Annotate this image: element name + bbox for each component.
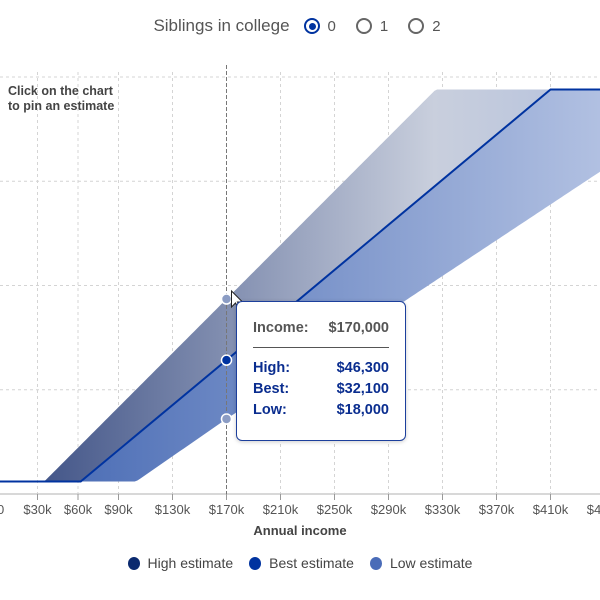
pin-hint: Click on the chart to pin an estimate: [8, 84, 114, 114]
radio-circle[interactable]: [408, 18, 425, 34]
best-point: [220, 354, 233, 366]
radio-circle[interactable]: [355, 18, 372, 34]
hint-line2: to pin an estimate: [8, 99, 115, 113]
siblings-control: Siblings in college 0 1 2: [0, 16, 600, 36]
best-low-band: [0, 89, 600, 482]
radio-circle[interactable]: [303, 18, 320, 34]
legend-high[interactable]: High estimate: [127, 555, 234, 571]
x-tick-label: $450k: [587, 502, 600, 517]
chart-plot-area[interactable]: $0 $30k $60k $90k $130k $170k $210k $250k $290k $…: [0, 0, 600, 520]
x-tick-label: $90k: [104, 502, 133, 517]
x-tick-label: $290k: [371, 502, 407, 517]
high-label: High:: [253, 360, 291, 376]
x-tick-label: $410k: [533, 502, 569, 517]
income-value: $170,000: [328, 320, 389, 336]
legend-label: Low estimate: [389, 555, 473, 571]
low-label: Low:: [253, 402, 287, 418]
legend-dot: [127, 556, 140, 570]
legend-label: High estimate: [147, 555, 234, 571]
legend-best[interactable]: Best estimate: [249, 555, 354, 571]
high-point: [220, 293, 233, 305]
x-tick-label: $330k: [425, 502, 461, 517]
legend-dot: [249, 556, 262, 570]
low-point: [220, 413, 233, 425]
legend: High estimate Best estimate Low estimate: [0, 555, 600, 571]
hint-line1: Click on the chart: [8, 84, 113, 98]
legend-dot: [369, 556, 382, 570]
x-tick-label: $250k: [317, 502, 353, 517]
x-tick-label: $170k: [209, 502, 245, 517]
radio-label: 1: [379, 17, 389, 35]
x-tick-label: $210k: [263, 502, 299, 517]
high-best-band: [0, 89, 600, 482]
radio-1[interactable]: 1: [355, 17, 394, 35]
x-tick-label: $0: [0, 502, 4, 517]
low-value: $18,000: [336, 402, 389, 418]
x-tick-label: $130k: [155, 502, 191, 517]
best-value: $32,100: [336, 381, 389, 397]
legend-low[interactable]: Low estimate: [369, 555, 473, 571]
radio-2[interactable]: 2: [408, 18, 446, 35]
radio-label: 2: [432, 17, 441, 35]
x-tick-label: $30k: [23, 502, 52, 517]
income-label: Income:: [253, 320, 309, 336]
legend-label: Best estimate: [269, 555, 354, 571]
divider: [253, 347, 389, 348]
high-value: $46,300: [336, 360, 389, 376]
x-tick-label: $370k: [479, 502, 515, 517]
x-axis-label: Annual income: [253, 523, 347, 538]
radio-label: 0: [327, 17, 336, 35]
siblings-label: Siblings in college: [153, 16, 290, 35]
x-tick-label: $60k: [64, 502, 93, 517]
best-label: Best:: [253, 381, 290, 397]
estimate-tooltip: Income: $170,000 High: $46,300 Best: $32,10…: [236, 301, 406, 441]
radio-0[interactable]: 0: [303, 17, 342, 35]
